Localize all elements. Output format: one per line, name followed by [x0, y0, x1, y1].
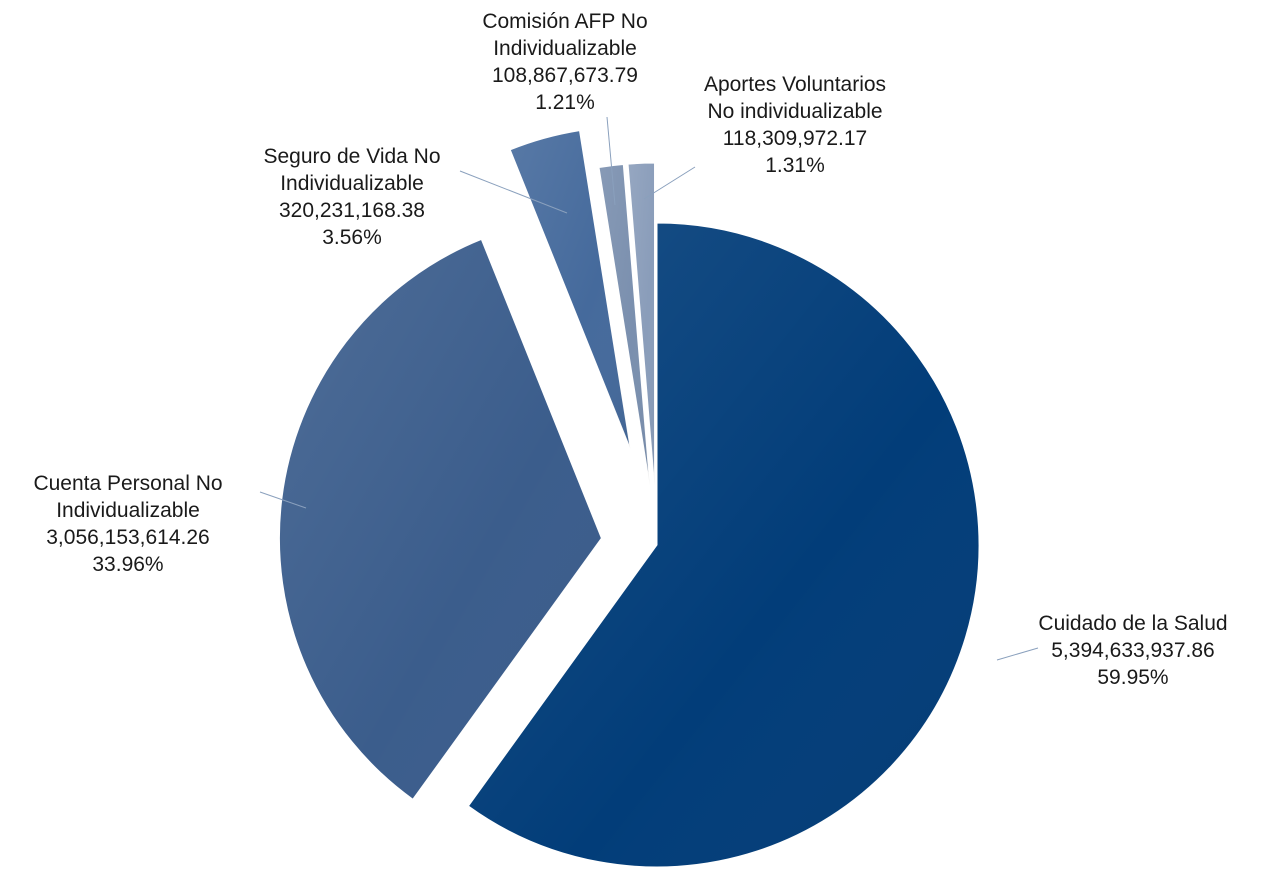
pie-slices: [279, 131, 979, 867]
slice-value-label: 5,394,633,937.86: [1051, 639, 1215, 662]
slice-label-name-line: Comisión AFP No: [482, 10, 647, 33]
slice-label-name-line: Individualizable: [493, 37, 637, 60]
slice-value-label: 320,231,168.38: [279, 199, 425, 222]
slice-percent-label: 1.21%: [535, 91, 595, 114]
slice-label-1: Cuidado de la Salud 5,394,633,937.86 59.95…: [1038, 612, 1227, 689]
slice-percent-label: 59.95%: [1097, 666, 1168, 689]
slice-percent-label: 3.56%: [322, 226, 382, 249]
slice-label-name-line: Seguro de Vida No: [263, 145, 440, 168]
slice-value-label: 118,309,972.17: [723, 127, 867, 150]
slice-value-label: 108,867,673.79: [492, 64, 638, 87]
slice-label-2: Cuenta Personal No Individualizable 3,056,…: [33, 472, 222, 576]
slice-label-name-line: No individualizable: [707, 100, 882, 123]
slice-label-3: Seguro de Vida No Individualizable 320,231…: [263, 145, 440, 249]
slice-label-name-line: Individualizable: [280, 172, 424, 195]
slice-label-name-line: Aportes Voluntarios: [704, 73, 886, 96]
slice-percent-label: 1.31%: [765, 154, 825, 177]
leader-line-1: [997, 648, 1038, 660]
slice-label-name-line: Individualizable: [56, 499, 200, 522]
slice-value-label: 3,056,153,614.26: [46, 526, 210, 549]
slice-label-name-line: Cuidado de la Salud: [1038, 612, 1227, 635]
slice-label-4: Comisión AFP No Individualizable 108,867,6…: [482, 10, 647, 114]
slice-label-5: Aportes Voluntarios No individualizable 11…: [704, 73, 886, 177]
slice-label-name-line: Cuenta Personal No: [33, 472, 222, 495]
slice-percent-label: 33.96%: [92, 553, 163, 576]
